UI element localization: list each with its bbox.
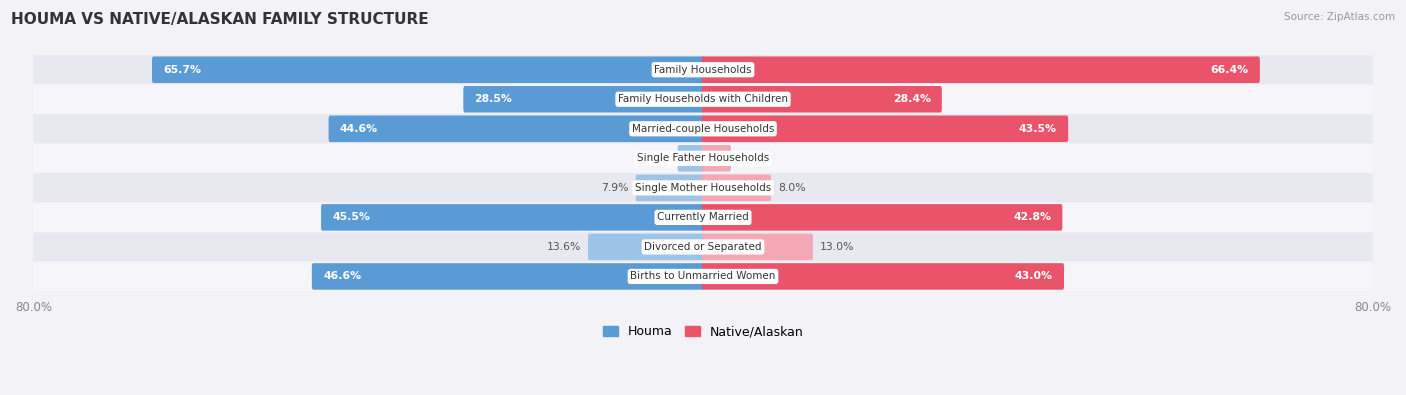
Text: Currently Married: Currently Married (657, 213, 749, 222)
Text: Divorced or Separated: Divorced or Separated (644, 242, 762, 252)
FancyBboxPatch shape (34, 232, 1372, 261)
FancyBboxPatch shape (329, 115, 704, 142)
Legend: Houma, Native/Alaskan: Houma, Native/Alaskan (598, 320, 808, 343)
Text: 28.4%: 28.4% (893, 94, 931, 104)
FancyBboxPatch shape (702, 145, 731, 171)
FancyBboxPatch shape (34, 262, 1372, 291)
FancyBboxPatch shape (636, 175, 704, 201)
FancyBboxPatch shape (312, 263, 704, 290)
Text: Family Households: Family Households (654, 65, 752, 75)
FancyBboxPatch shape (702, 233, 813, 260)
Text: 13.6%: 13.6% (547, 242, 581, 252)
FancyBboxPatch shape (702, 56, 1260, 83)
FancyBboxPatch shape (34, 144, 1372, 173)
Text: 28.5%: 28.5% (475, 94, 512, 104)
Text: 7.9%: 7.9% (600, 183, 628, 193)
Text: 66.4%: 66.4% (1211, 65, 1249, 75)
Text: 13.0%: 13.0% (820, 242, 855, 252)
FancyBboxPatch shape (702, 204, 1063, 231)
FancyBboxPatch shape (34, 55, 1372, 85)
FancyBboxPatch shape (464, 86, 704, 113)
Text: 43.5%: 43.5% (1019, 124, 1057, 134)
Text: Source: ZipAtlas.com: Source: ZipAtlas.com (1284, 12, 1395, 22)
FancyBboxPatch shape (678, 145, 704, 171)
FancyBboxPatch shape (34, 173, 1372, 203)
Text: Births to Unmarried Women: Births to Unmarried Women (630, 271, 776, 282)
Text: 65.7%: 65.7% (163, 65, 201, 75)
Text: 45.5%: 45.5% (332, 213, 370, 222)
Text: 43.0%: 43.0% (1015, 271, 1053, 282)
FancyBboxPatch shape (34, 114, 1372, 143)
Text: Married-couple Households: Married-couple Households (631, 124, 775, 134)
Text: 3.2%: 3.2% (738, 153, 766, 163)
FancyBboxPatch shape (34, 85, 1372, 114)
FancyBboxPatch shape (702, 263, 1064, 290)
FancyBboxPatch shape (152, 56, 704, 83)
FancyBboxPatch shape (34, 203, 1372, 232)
Text: Single Mother Households: Single Mother Households (636, 183, 770, 193)
FancyBboxPatch shape (321, 204, 704, 231)
Text: 2.9%: 2.9% (643, 153, 671, 163)
FancyBboxPatch shape (702, 86, 942, 113)
FancyBboxPatch shape (702, 175, 770, 201)
Text: 42.8%: 42.8% (1014, 213, 1052, 222)
FancyBboxPatch shape (588, 233, 704, 260)
Text: 44.6%: 44.6% (340, 124, 378, 134)
FancyBboxPatch shape (702, 115, 1069, 142)
Text: HOUMA VS NATIVE/ALASKAN FAMILY STRUCTURE: HOUMA VS NATIVE/ALASKAN FAMILY STRUCTURE (11, 12, 429, 27)
Text: Family Households with Children: Family Households with Children (619, 94, 787, 104)
Text: 46.6%: 46.6% (323, 271, 361, 282)
Text: 8.0%: 8.0% (779, 183, 806, 193)
Text: Single Father Households: Single Father Households (637, 153, 769, 163)
